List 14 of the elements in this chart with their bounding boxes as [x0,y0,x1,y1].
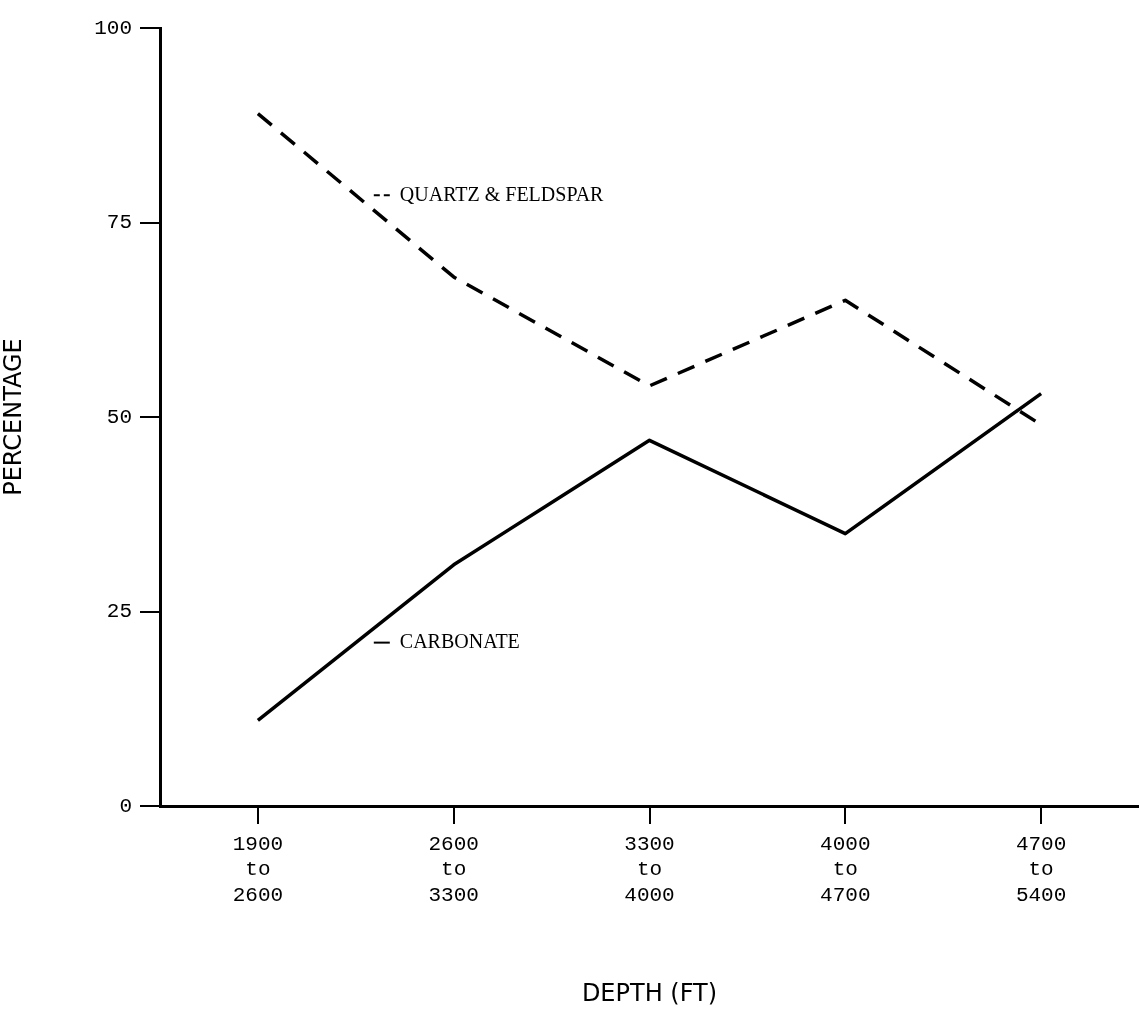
x-tick-label: 1900 to 2600 [232,833,284,907]
legend-label: QUARTZ & FELDSPAR [399,182,605,205]
y-tick-label: 0 [119,794,132,818]
x-tick-label: 2600 to 3300 [428,833,479,907]
y-tick-label: 75 [106,211,132,235]
x-tick-label: 3300 to 4000 [624,833,675,907]
y-tick-label: 25 [106,600,132,624]
legend-label: CARBONATE [399,629,520,652]
y-tick-label: 50 [106,405,132,429]
x-tick-label: 4700 to 5400 [1015,833,1067,907]
x-axis-title: DEPTH (FT) [581,978,718,1007]
y-axis-title: PERCENTAGE [0,338,27,496]
x-tick-label: 4000 to 4700 [820,833,871,907]
y-tick-label: 100 [94,16,132,40]
